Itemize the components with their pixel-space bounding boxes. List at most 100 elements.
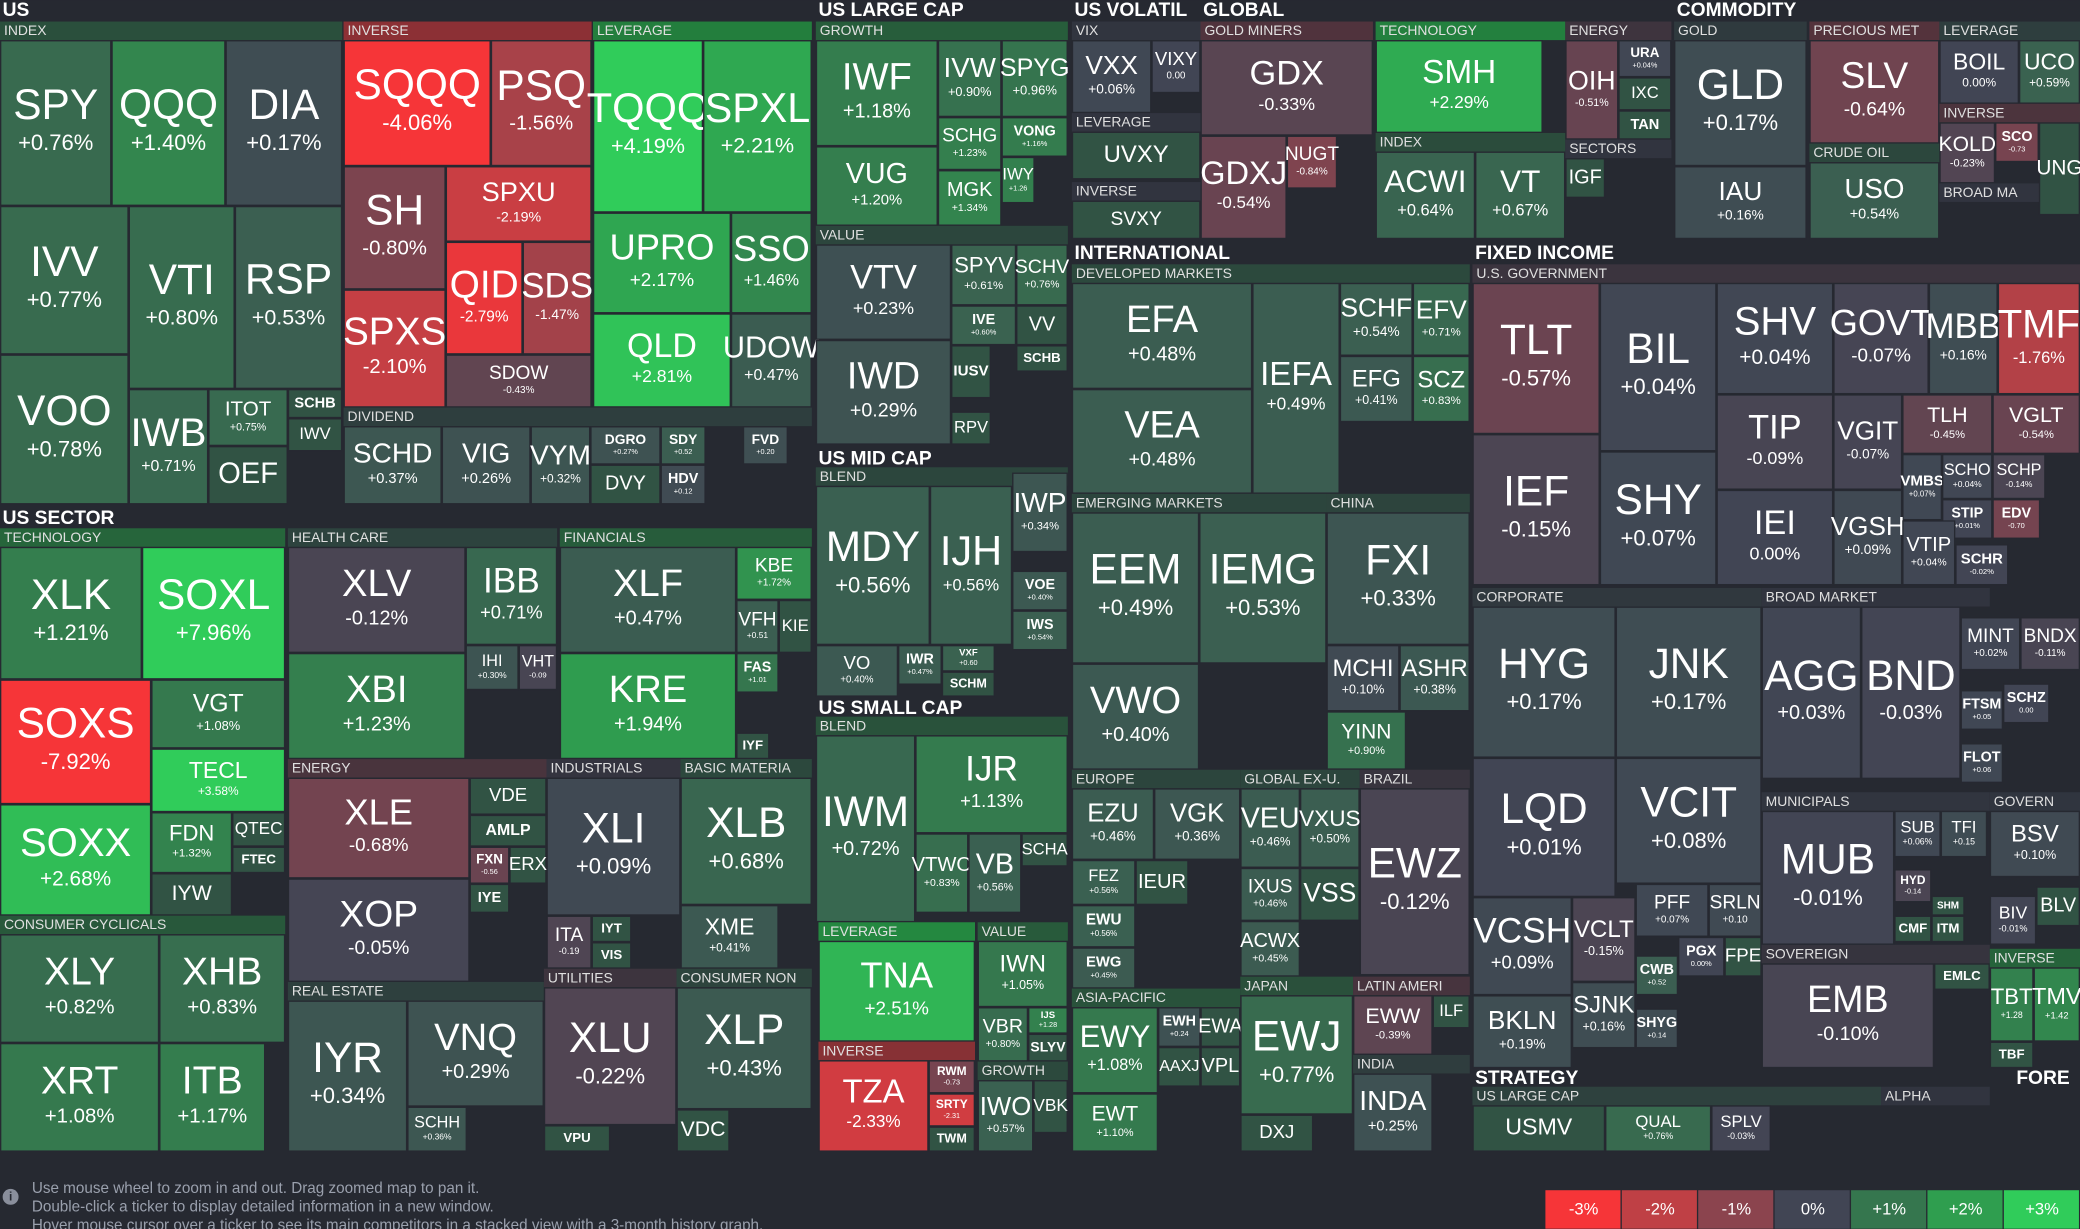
ticker-tile[interactable] xyxy=(1158,1046,1201,1087)
ticker-tile[interactable] xyxy=(1071,1007,1159,1094)
ticker-tile[interactable] xyxy=(1240,867,1300,921)
ticker-tile[interactable] xyxy=(1016,244,1068,306)
ticker-tile[interactable] xyxy=(151,873,233,916)
ticker-tile[interactable] xyxy=(1992,394,2080,454)
ticker-tile[interactable] xyxy=(2003,683,2050,724)
ticker-tile[interactable] xyxy=(1716,282,1834,395)
ticker-tile[interactable] xyxy=(522,241,592,355)
ticker-tile[interactable] xyxy=(1028,1007,1068,1034)
ticker-tile[interactable] xyxy=(1992,453,2046,500)
ticker-tile[interactable] xyxy=(592,313,731,408)
ticker-tile[interactable] xyxy=(1300,788,1360,868)
ticker-tile[interactable] xyxy=(1071,200,1201,240)
ticker-tile[interactable] xyxy=(1894,810,1941,858)
ticker-tile[interactable] xyxy=(815,485,930,646)
ticker-tile[interactable] xyxy=(2036,886,2080,927)
ticker-tile[interactable] xyxy=(736,599,779,653)
ticker-tile[interactable] xyxy=(815,146,938,226)
ticker-tile[interactable] xyxy=(151,748,286,813)
ticker-tile[interactable] xyxy=(559,652,737,760)
ticker-tile[interactable] xyxy=(159,1042,266,1152)
ticker-tile[interactable] xyxy=(128,205,235,389)
ticker-tile[interactable] xyxy=(951,345,991,399)
ticker-tile[interactable] xyxy=(445,241,523,355)
ticker-tile[interactable] xyxy=(951,305,1017,346)
ticker-tile[interactable] xyxy=(1761,963,1935,1069)
ticker-tile[interactable] xyxy=(1432,995,1470,1029)
ticker-tile[interactable] xyxy=(128,388,209,505)
ticker-tile[interactable] xyxy=(0,1042,160,1152)
ticker-tile[interactable] xyxy=(1989,895,2037,945)
ticker-tile[interactable] xyxy=(977,940,1068,1008)
ticker-tile[interactable] xyxy=(111,40,226,206)
ticker-tile[interactable] xyxy=(1033,1080,1068,1134)
ticker-tile[interactable] xyxy=(2038,122,2080,216)
ticker-tile[interactable] xyxy=(1708,883,1762,937)
ticker-tile[interactable] xyxy=(928,1060,975,1094)
ticker-tile[interactable] xyxy=(1716,394,1834,490)
ticker-tile[interactable] xyxy=(1931,895,1965,916)
ticker-tile[interactable] xyxy=(287,388,343,419)
ticker-tile[interactable] xyxy=(1955,544,2009,586)
ticker-tile[interactable] xyxy=(1902,520,1956,586)
ticker-tile[interactable] xyxy=(0,40,112,206)
ticker-tile[interactable] xyxy=(1375,40,1543,133)
ticker-tile[interactable] xyxy=(1286,135,1338,189)
ticker-tile[interactable] xyxy=(1809,40,1940,144)
ticker-tile[interactable] xyxy=(1960,743,2004,783)
ticker-tile[interactable] xyxy=(1940,810,1988,858)
ticker-tile[interactable] xyxy=(1199,512,1327,664)
ticker-tile[interactable] xyxy=(1326,645,1400,712)
ticker-tile[interactable] xyxy=(1674,166,1807,240)
ticker-tile[interactable] xyxy=(469,846,510,884)
ticker-tile[interactable] xyxy=(1615,606,1762,758)
ticker-tile[interactable] xyxy=(1833,489,1903,586)
ticker-tile[interactable] xyxy=(915,735,1068,834)
ticker-tile[interactable] xyxy=(1028,1033,1068,1062)
ticker-tile[interactable] xyxy=(559,546,737,653)
ticker-tile[interactable] xyxy=(1200,1007,1241,1047)
ticker-tile[interactable] xyxy=(1960,690,2004,730)
ticker-tile[interactable] xyxy=(509,846,547,884)
ticker-tile[interactable] xyxy=(1618,40,1672,78)
ticker-tile[interactable] xyxy=(232,812,286,847)
ticker-tile[interactable] xyxy=(1833,282,1929,395)
ticker-tile[interactable] xyxy=(742,426,788,465)
ticker-tile[interactable] xyxy=(1240,995,1354,1115)
ticker-tile[interactable] xyxy=(1071,388,1253,494)
ticker-tile[interactable] xyxy=(815,40,938,147)
ticker-tile[interactable] xyxy=(1012,570,1068,611)
ticker-tile[interactable] xyxy=(1001,40,1068,118)
ticker-tile[interactable] xyxy=(287,878,470,982)
ticker-tile[interactable] xyxy=(1475,151,1566,240)
ticker-tile[interactable] xyxy=(1599,282,1717,452)
ticker-tile[interactable] xyxy=(546,777,681,916)
ticker-tile[interactable] xyxy=(1071,905,1136,948)
ticker-tile[interactable] xyxy=(151,812,233,874)
ticker-tile[interactable] xyxy=(937,40,1002,118)
ticker-tile[interactable] xyxy=(1989,967,2034,1042)
ticker-tile[interactable] xyxy=(1200,1046,1241,1087)
ticker-tile[interactable] xyxy=(1472,1105,1606,1152)
ticker-tile[interactable] xyxy=(1012,472,1068,553)
ticker-tile[interactable] xyxy=(530,426,591,505)
ticker-tile[interactable] xyxy=(591,942,632,969)
ticker-tile[interactable] xyxy=(1359,788,1470,976)
ticker-tile[interactable] xyxy=(1894,915,1932,943)
ticker-tile[interactable] xyxy=(287,418,343,452)
ticker-tile[interactable] xyxy=(232,846,286,874)
ticker-tile[interactable] xyxy=(0,679,152,805)
ticker-tile[interactable] xyxy=(590,426,661,465)
ticker-tile[interactable] xyxy=(977,1080,1034,1152)
ticker-tile[interactable] xyxy=(736,732,770,760)
ticker-tile[interactable] xyxy=(1200,40,1373,136)
ticker-tile[interactable] xyxy=(1902,453,1943,521)
ticker-tile[interactable] xyxy=(1989,810,2080,878)
ticker-tile[interactable] xyxy=(928,1126,975,1152)
ticker-tile[interactable] xyxy=(1997,282,2080,395)
ticker-tile[interactable] xyxy=(676,1109,730,1152)
ticker-tile[interactable] xyxy=(1375,151,1476,240)
ticker-tile[interactable] xyxy=(1240,788,1300,868)
ticker-tile[interactable] xyxy=(490,40,592,167)
ticker-tile[interactable] xyxy=(234,205,343,389)
